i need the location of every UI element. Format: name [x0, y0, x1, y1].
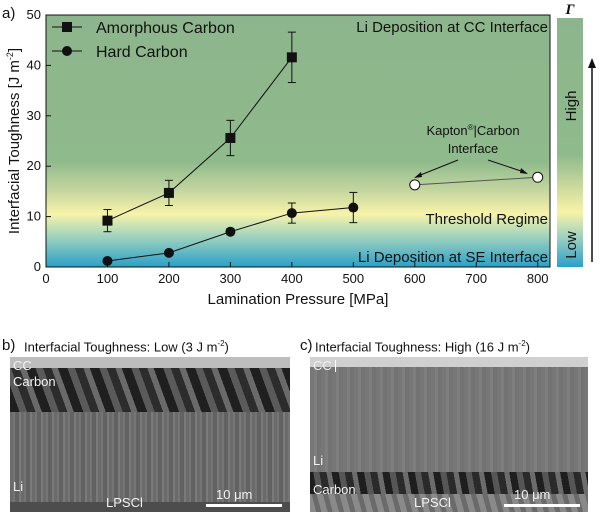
sem-c-carbon-layer [310, 472, 588, 494]
sem-b-label-lpscl: LPSCl [106, 495, 143, 510]
series-line [107, 57, 293, 222]
y-tick-label: 40 [27, 57, 41, 72]
series-layer [102, 31, 544, 266]
gamma-symbol: Γ [564, 2, 575, 18]
series-1 [102, 191, 359, 266]
legend: Amorphous Carbon Hard Carbon [52, 20, 235, 61]
data-point-open-circle [532, 171, 544, 183]
data-point-open-circle [409, 179, 421, 191]
x-tick-label: 400 [281, 271, 303, 286]
sem-li-layer [10, 412, 290, 512]
sem-c-lpscl-layer [310, 494, 588, 512]
kapton-annotation-line2: Interface [448, 141, 499, 156]
sem-b-scalebar [206, 504, 282, 507]
sem-c-label-carbon: Carbon [313, 482, 356, 497]
sem-image-high: CC Li Carbon LPSCl 10 μm [310, 357, 588, 512]
plot-frame [45, 14, 551, 268]
sem-c-label-li: Li [313, 453, 324, 468]
panel-b-label: b) [2, 337, 16, 354]
kapton-arrowhead-right [520, 168, 528, 174]
sem-b-label-li: Li [13, 479, 24, 494]
panel-b-title: Interfacial Toughness: Low (3 J m-2) [24, 339, 229, 355]
x-axis-label: Lamination Pressure [MPa] [208, 291, 389, 308]
x-tick-label: 300 [220, 271, 242, 286]
gradient-arrow-head [588, 58, 596, 68]
panel-c-label: c) [300, 337, 313, 354]
kapton-annotation-line1: Kapton®|Carbon [426, 123, 519, 138]
sem-c-scalebar [504, 504, 580, 507]
data-point-circle [102, 255, 113, 266]
y-axis-label: Interfacial Toughness [J m-2] [5, 48, 23, 234]
sem-c-label-cc: CC [313, 358, 332, 373]
x-tick-label: 100 [97, 271, 119, 286]
sem-b-label-cc: CC [13, 358, 32, 373]
sem-image-low: CC Carbon Li LPSCl 10 μm [10, 357, 290, 512]
region-bottom-label: Li Deposition at SE Interface [358, 249, 548, 266]
x-tick-label: 600 [404, 271, 426, 286]
sem-carbon-layer [10, 368, 290, 412]
gradient-bar [557, 18, 583, 267]
sem-c-cc-arrow [335, 360, 336, 372]
legend-marker-hard [62, 46, 72, 56]
data-point-square [225, 132, 236, 143]
x-tick-label: 200 [158, 271, 180, 286]
kapton-arrowhead-left [414, 172, 422, 178]
x-tick-label: 0 [42, 271, 49, 286]
sem-c-li-layer [310, 367, 588, 472]
series-2 [409, 171, 544, 191]
data-point-circle [163, 247, 174, 258]
region-top-label: Li Deposition at CC Interface [356, 19, 548, 36]
sem-cc-layer [10, 357, 290, 368]
data-point-circle [348, 202, 359, 213]
series-line [414, 176, 538, 186]
sem-b-scalebar-label: 10 μm [216, 487, 253, 502]
data-point-circle [225, 226, 236, 237]
sem-lpscl-layer [10, 502, 290, 512]
y-tick-label: 0 [34, 259, 41, 274]
legend-marker-amorphous [62, 22, 72, 32]
gradient-bar-low: Low [563, 231, 580, 259]
panel-a-label: a) [2, 5, 15, 22]
x-tick-label: 700 [465, 271, 487, 286]
ticks-layer: 0 100 200 300 400 500 600 700 800 0 10 20 30 40 50 [27, 7, 549, 286]
x-tick-label: 800 [527, 271, 549, 286]
y-tick-label: 20 [27, 158, 41, 173]
region-middle-label: Threshold Regime [425, 211, 548, 228]
data-point-square [286, 52, 297, 63]
y-tick-label: 10 [27, 209, 41, 224]
x-tick-label: 500 [342, 271, 364, 286]
sem-c-label-lpscl: LPSCl [414, 495, 451, 510]
gradient-bar-high: High [563, 91, 580, 122]
plot-background [46, 15, 550, 267]
sem-b-label-carbon: Carbon [13, 374, 56, 389]
kapton-arrow-left [417, 159, 459, 177]
kapton-arrow-right [487, 159, 525, 173]
panel-c-title: Interfacial Toughness: High (16 J m-2) [315, 339, 530, 355]
y-tick-label: 30 [27, 108, 41, 123]
sem-c-scalebar-label: 10 μm [514, 487, 551, 502]
panel-c: c) Interfacial Toughness: High (16 J m-2… [300, 332, 600, 513]
legend-label-hard: Hard Carbon [96, 44, 188, 61]
legend-label-amorphous: Amorphous Carbon [96, 20, 235, 37]
data-point-square [163, 187, 174, 198]
y-tick-label: 50 [27, 7, 41, 22]
series-0 [102, 31, 297, 233]
panel-b: b) Interfacial Toughness: Low (3 J m-2) … [0, 332, 300, 513]
sem-c-cc-layer [310, 357, 588, 367]
data-point-circle [286, 208, 297, 219]
data-point-square [102, 215, 113, 226]
